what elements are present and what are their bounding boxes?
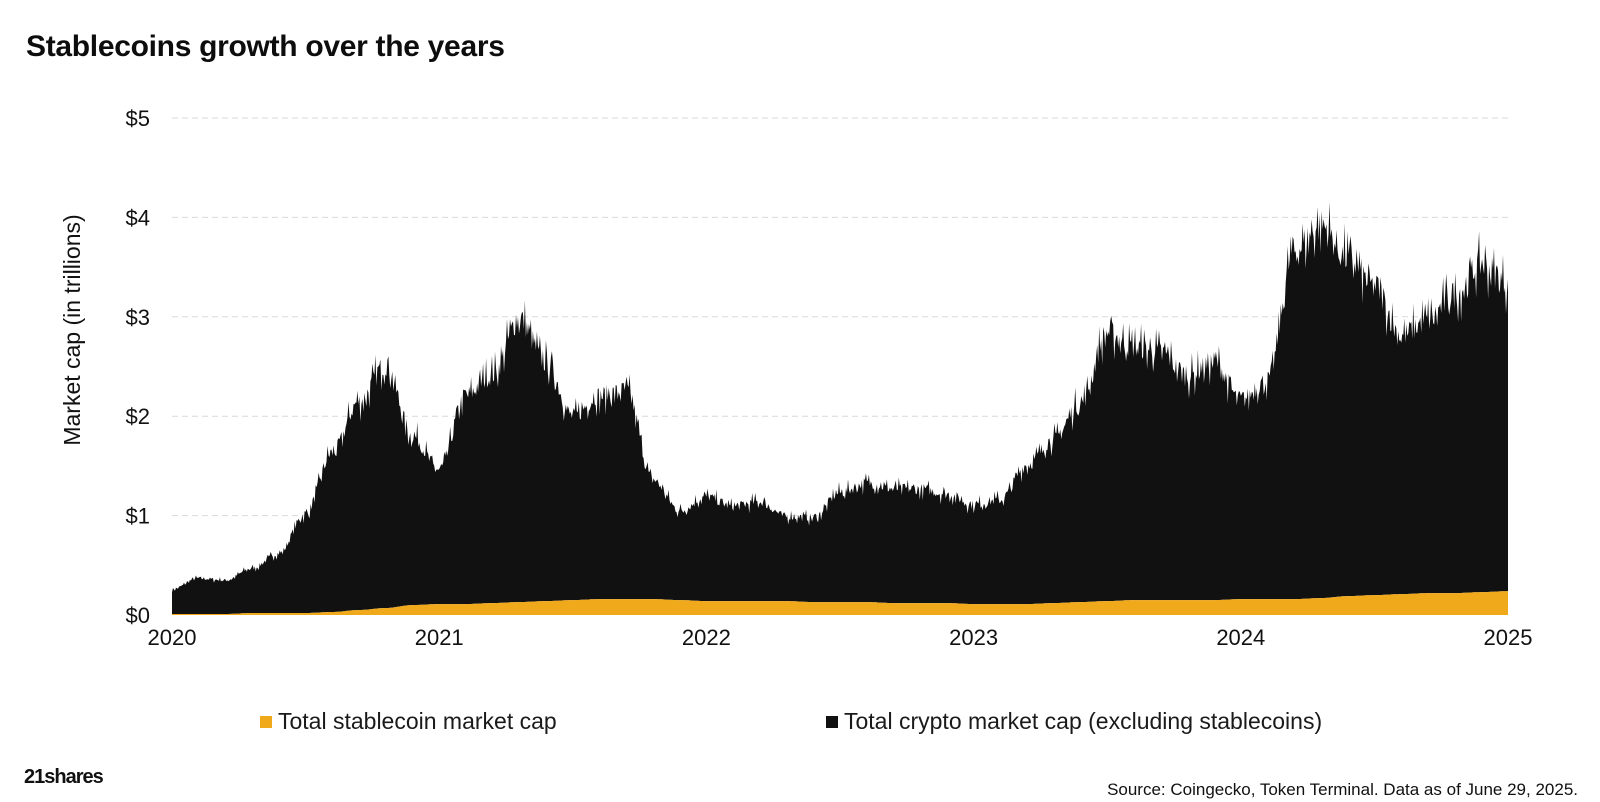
- brand-logo: 21shares: [24, 766, 104, 788]
- y-tick-label: $5: [126, 106, 150, 131]
- legend-label-stablecoin: Total stablecoin market cap: [278, 708, 557, 734]
- y-tick-label: $4: [126, 205, 150, 230]
- legend-label-crypto: Total crypto market cap (excluding stabl…: [844, 708, 1323, 734]
- chart-title: Stablecoins growth over the years: [26, 30, 505, 63]
- x-tick-label: 2022: [682, 625, 731, 650]
- axis-layer: $0 $1 $2 $3 $4 $5 2020 2021 2022 2023 2024 2025: [126, 106, 1533, 650]
- x-tick-label: 2020: [148, 625, 197, 650]
- legend-item-crypto: Total crypto market cap (excluding stabl…: [826, 708, 1322, 735]
- y-tick-label: $3: [126, 305, 150, 330]
- y-tick-label: $2: [126, 404, 150, 429]
- x-tick-label: 2021: [415, 625, 464, 650]
- y-tick-label: $0: [126, 603, 150, 628]
- y-axis-label: Market cap (in trillions): [59, 214, 85, 445]
- x-tick-label: 2024: [1216, 625, 1265, 650]
- legend-item-stablecoin: Total stablecoin market cap: [260, 708, 557, 735]
- source-note: Source: Coingecko, Token Terminal. Data …: [1107, 780, 1578, 799]
- area-layer: [172, 202, 1508, 615]
- legend-swatch-stablecoin: [260, 715, 272, 728]
- stablecoin-area: [172, 591, 1508, 615]
- crypto-area: [172, 202, 1508, 615]
- x-tick-label: 2025: [1484, 625, 1533, 650]
- y-tick-label: $1: [126, 504, 150, 529]
- legend-swatch-crypto: [826, 715, 838, 728]
- x-tick-label: 2023: [949, 625, 998, 650]
